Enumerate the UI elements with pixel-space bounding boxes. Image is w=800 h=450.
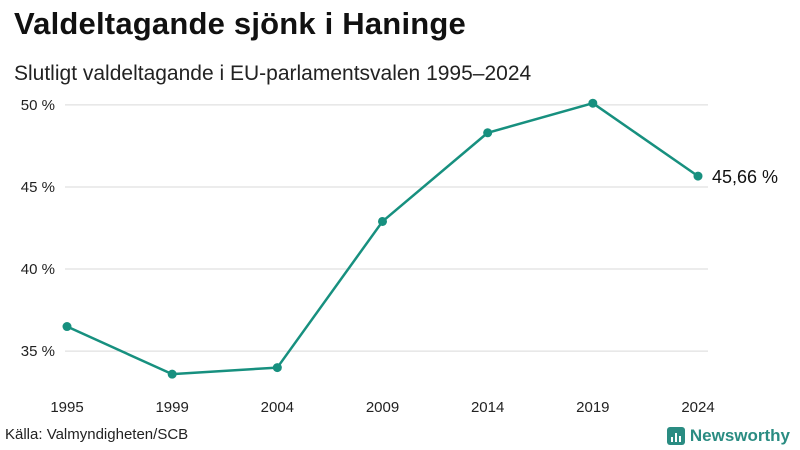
series-line <box>65 101 700 376</box>
data-point <box>588 98 598 108</box>
data-points <box>62 98 703 379</box>
series-line-path <box>65 101 700 376</box>
y-tick-label: 40 % <box>21 261 55 278</box>
data-point <box>693 171 703 181</box>
brand: Newsworthy <box>666 426 790 446</box>
y-axis-labels: 35 % 40 % 45 % 50 % <box>21 97 55 360</box>
x-tick-label: 2014 <box>471 399 504 416</box>
y-tick-label: 45 % <box>21 179 55 196</box>
data-point <box>483 128 493 138</box>
end-value-label: 45,66 % <box>712 167 778 187</box>
x-tick-label: 2004 <box>261 399 294 416</box>
data-labels: 45,66 % <box>712 167 778 187</box>
grid-lines <box>65 104 708 352</box>
data-point <box>272 363 282 373</box>
data-point <box>167 369 177 379</box>
x-axis-labels: 1995 1999 2004 2009 2014 2019 2024 <box>50 399 714 416</box>
x-tick-label: 1999 <box>155 399 188 416</box>
x-tick-label: 2019 <box>576 399 609 416</box>
data-point <box>378 216 387 226</box>
newsworthy-logo-icon <box>666 427 685 445</box>
source-note: Källa: Valmyndigheten/SCB <box>5 426 189 443</box>
y-tick-label: 35 % <box>21 343 55 360</box>
data-point <box>62 322 72 332</box>
chart-title: Valdeltagande sjönk i Haninge <box>14 6 466 41</box>
brand-name: Newsworthy <box>689 426 790 445</box>
x-tick-label: 1995 <box>50 399 83 416</box>
y-tick-label: 50 % <box>21 97 55 114</box>
x-tick-label: 2024 <box>681 399 714 416</box>
x-tick-label: 2009 <box>366 399 399 416</box>
chart-subtitle: Slutligt valdeltagande i EU-parlamentsva… <box>14 62 532 85</box>
